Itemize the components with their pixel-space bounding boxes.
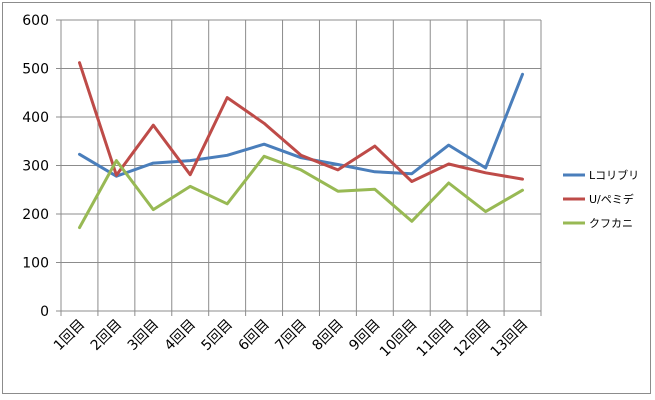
series-line-3 (78, 154, 524, 230)
series-lines (78, 61, 524, 230)
y-tick-label: 600 (22, 13, 49, 29)
legend-label: Lコリブリ (589, 168, 639, 182)
x-tick-label: 3回目 (125, 317, 162, 354)
grid (61, 19, 542, 311)
y-tick-label: 400 (22, 110, 49, 126)
x-tick-label: 7回目 (272, 317, 309, 354)
series-line-2 (78, 61, 524, 183)
x-tick-label: 11回目 (414, 317, 458, 361)
line-chart: 0 100 200 300 400 500 600 1回目 2回目 3回目 4回目 5回目 6回目 7回目… (22, 13, 639, 361)
x-tick-label: 8回目 (309, 317, 346, 354)
legend-label: クフカニ (589, 217, 633, 230)
y-tick-label: 0 (40, 304, 49, 320)
x-tick-label: 4回目 (162, 317, 199, 354)
x-tick-label: 13回目 (488, 317, 532, 361)
x-tick-label: 1回目 (51, 317, 88, 354)
y-tick-label: 500 (22, 62, 49, 78)
y-tick-label: 200 (22, 207, 49, 223)
x-tick-label: 12回目 (451, 317, 495, 361)
y-tick-label: 100 (22, 256, 49, 272)
x-tick-label: 10回目 (377, 317, 421, 361)
x-tick-label: 6回目 (235, 317, 272, 354)
legend-label: U/ペミデ (589, 192, 634, 206)
series-line-1 (78, 72, 524, 178)
x-tick-label: 5回目 (199, 317, 236, 354)
chart-frame: 0 100 200 300 400 500 600 1回目 2回目 3回目 4回目 5回目 6回目 7回目… (2, 2, 651, 394)
x-tick-label: 2回目 (88, 317, 125, 354)
y-tick-label: 300 (22, 159, 49, 175)
axes (56, 19, 542, 316)
